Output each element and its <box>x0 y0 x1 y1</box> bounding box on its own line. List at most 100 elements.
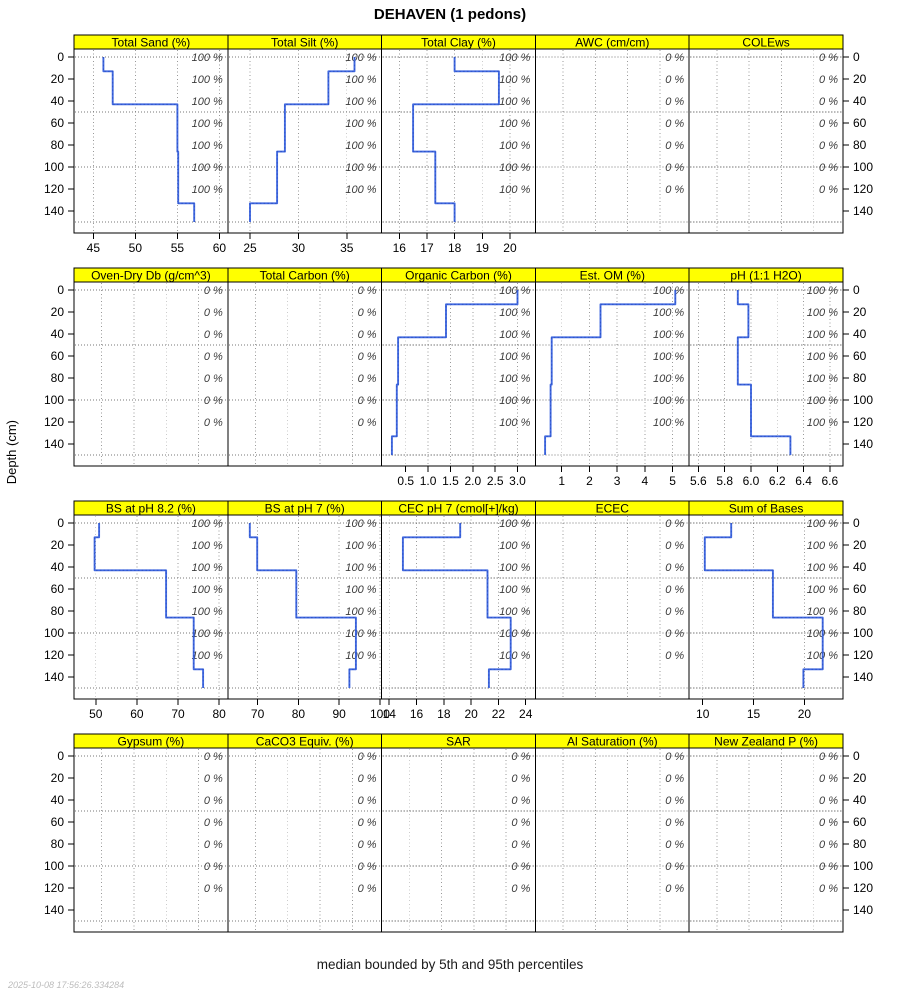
depth-tick-label-right: 120 <box>853 182 873 196</box>
panel-total-clay: Total Clay (%)100 %100 %100 %100 %100 %1… <box>381 34 536 255</box>
profile-percentile-line <box>737 290 791 455</box>
cf-label: 100 % <box>345 540 376 552</box>
x-tick-label: 1.0 <box>420 474 437 488</box>
cf-label: 0 % <box>204 861 223 873</box>
cf-label: 0 % <box>511 883 530 895</box>
cf-label: 0 % <box>665 751 684 763</box>
depth-tick-label-right: 40 <box>853 327 867 341</box>
cf-label: 0 % <box>819 751 838 763</box>
cf-label: 100 % <box>807 373 838 385</box>
profile-percentile-line <box>544 290 676 455</box>
depth-tick-label-right: 100 <box>853 859 873 873</box>
x-gridlines <box>562 516 661 698</box>
depth-tick-label-right: 120 <box>853 415 873 429</box>
strip-label: Oven-Dry Db (g/cm^3) <box>91 269 211 283</box>
depth-tick-label-left: 20 <box>51 771 65 785</box>
cf-label: 100 % <box>499 118 530 130</box>
cf-label: 0 % <box>358 307 377 319</box>
render-timestamp: 2025-10-08 17:56:26.334284 <box>8 980 125 990</box>
cf-label: 100 % <box>192 74 223 86</box>
depth-reference-lines <box>536 755 689 922</box>
x-tick-label: 60 <box>130 707 144 721</box>
cf-label: 0 % <box>665 52 684 64</box>
depth-tick-label-right: 40 <box>853 793 867 807</box>
depth-tick-label-right: 100 <box>853 393 873 407</box>
cf-label: 0 % <box>819 839 838 851</box>
depth-tick-label-left: 20 <box>51 305 65 319</box>
x-gridlines <box>398 50 511 232</box>
panel-area <box>688 747 844 933</box>
cf-label: 100 % <box>653 417 684 429</box>
cf-label: 0 % <box>819 74 838 86</box>
panel-est-om: Est. OM (%)100 %100 %100 %100 %100 %100 … <box>534 267 690 488</box>
cf-label: 0 % <box>511 773 530 785</box>
x-axis: 50 60 70 80 <box>89 699 226 721</box>
cf-label: 100 % <box>345 74 376 86</box>
depth-tick-label-left: 100 <box>44 859 64 873</box>
cf-label: 0 % <box>665 795 684 807</box>
cf-label: 0 % <box>204 883 223 895</box>
panel-row-4: 0 0 20 20 40 40 60 60 80 80 100 100 120 120 140 140 Gyps… <box>44 733 873 933</box>
depth-tick-label-right: 40 <box>853 560 867 574</box>
panel-area <box>73 281 229 467</box>
strip-label: CaCO3 Equiv. (%) <box>256 735 354 749</box>
depth-tick-label-left: 60 <box>51 815 65 829</box>
panel-total-silt: Total Silt (%)100 %100 %100 %100 %100 %1… <box>227 34 383 255</box>
x-gridlines <box>562 50 661 232</box>
cf-label: 0 % <box>204 839 223 851</box>
x-tick-label: 20 <box>798 707 812 721</box>
cf-label: 0 % <box>204 307 223 319</box>
panel-ph-1-1-h2o: pH (1:1 H2O)100 %100 %100 %100 %100 %100… <box>688 267 844 488</box>
depth-tick-label-left: 120 <box>44 881 64 895</box>
contributing-fraction-labels: 100 % 100 % 100 % 100 % 100 % 100 % 100 % <box>653 285 684 429</box>
cf-label: 0 % <box>665 839 684 851</box>
panel-bs-at-ph-7: BS at pH 7 (%)100 %100 %100 %100 %100 %1… <box>227 500 390 721</box>
cf-label: 0 % <box>511 861 530 873</box>
x-tick-label: 10 <box>696 707 710 721</box>
cf-label: 100 % <box>192 518 223 530</box>
cf-label: 0 % <box>204 773 223 785</box>
x-tick-label: 45 <box>87 241 101 255</box>
depth-tick-label-left: 100 <box>44 626 64 640</box>
x-gridlines <box>405 283 518 465</box>
cf-label: 100 % <box>345 162 376 174</box>
panel-oven-dry-db-g-cm-3: Oven-Dry Db (g/cm^3) 0 %0 %0 %0 %0 %0 %0 … <box>73 267 229 467</box>
cf-label: 100 % <box>192 162 223 174</box>
depth-tick-label-left: 140 <box>44 670 64 684</box>
x-axis: 10 15 20 <box>696 699 811 721</box>
x-gridlines <box>101 283 200 465</box>
panel-area <box>688 514 844 700</box>
depth-tick-label-right: 100 <box>853 160 873 174</box>
depth-tick-label-right: 0 <box>853 516 860 530</box>
contributing-fraction-labels: 100 % 100 % 100 % 100 % 100 % 100 % 100 % <box>499 518 530 662</box>
panel-area <box>73 514 229 700</box>
depth-tick-label-left: 0 <box>57 50 64 64</box>
x-tick-label: 35 <box>340 241 354 255</box>
cf-label: 100 % <box>345 96 376 108</box>
panel-area <box>227 747 383 933</box>
panel-row-3: 0 0 20 20 40 40 60 60 80 80 100 100 120 120 140 140 BS a… <box>44 500 873 721</box>
depth-tick-label-right: 60 <box>853 582 867 596</box>
depth-tick-label-left: 140 <box>44 903 64 917</box>
cf-label: 100 % <box>499 307 530 319</box>
cf-label: 0 % <box>204 795 223 807</box>
cf-label: 0 % <box>358 351 377 363</box>
x-tick-label: 80 <box>292 707 306 721</box>
depth-tick-label-right: 140 <box>853 437 873 451</box>
cf-label: 0 % <box>358 817 377 829</box>
depth-reference-lines <box>75 522 227 689</box>
depth-tick-label-right: 120 <box>853 881 873 895</box>
cf-label: 100 % <box>499 650 530 662</box>
x-tick-label: 2.5 <box>487 474 504 488</box>
cf-label: 0 % <box>511 751 530 763</box>
x-gridlines <box>562 749 661 931</box>
x-tick-label: 2 <box>586 474 593 488</box>
x-tick-label: 18 <box>448 241 462 255</box>
contributing-fraction-labels: 0 % 0 % 0 % 0 % 0 % 0 % 0 % <box>204 285 223 429</box>
cf-label: 100 % <box>499 628 530 640</box>
x-tick-label: 30 <box>292 241 306 255</box>
contributing-fraction-labels: 0 % 0 % 0 % 0 % 0 % 0 % 0 % <box>358 751 377 895</box>
depth-reference-lines <box>228 755 381 922</box>
cf-label: 0 % <box>819 795 838 807</box>
